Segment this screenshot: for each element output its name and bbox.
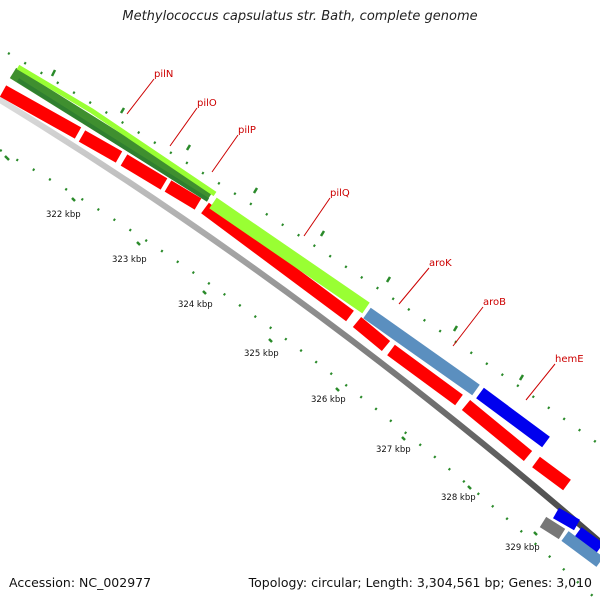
ruler-label-2: 324 kbp [178, 300, 213, 310]
outer-major-tick-2 [185, 144, 192, 151]
gene-label-aroB: aroB [483, 297, 506, 308]
cds-red-group [0, 85, 571, 491]
cds-feature [120, 154, 168, 190]
ruler-label-0: 322 kbp [46, 210, 81, 220]
outer-major-tick-5 [385, 276, 392, 283]
gene-label-pilQ: pilQ [330, 188, 350, 199]
pil-feature [16, 78, 210, 202]
aro-feature [363, 307, 480, 396]
cds-feature [387, 344, 463, 406]
outer-feature-group [9, 64, 600, 567]
hem-feature [476, 387, 550, 448]
leader-line-aroK [398, 267, 430, 305]
cds-feature [461, 399, 533, 462]
gene-label-hemE: hemE [555, 354, 584, 365]
ruler-label-7: 329 kbp [505, 543, 540, 553]
gene-label-pilO: pilO [197, 98, 217, 109]
ruler-label-6: 328 kbp [441, 493, 476, 503]
aro-feature [561, 531, 600, 567]
leader-line-aroB [452, 306, 484, 347]
outer-major-tick-7 [518, 374, 525, 381]
genome-backbone [0, 97, 600, 545]
gene-label-lines [126, 78, 556, 401]
outer-major-tick-1 [119, 107, 126, 114]
leader-line-pilO [169, 107, 198, 147]
outer-major-tick-3 [252, 187, 259, 194]
ruler-label-3: 325 kbp [244, 349, 279, 359]
outer-major-tick-4 [319, 230, 326, 237]
map-title: Methylococcus capsulatus str. Bath, comp… [122, 9, 478, 24]
pil-feature [16, 64, 217, 197]
leader-line-pilN [126, 78, 155, 115]
ruler-label-4: 326 kbp [311, 395, 346, 405]
leader-line-pilP [211, 134, 239, 173]
cds-feature [532, 456, 571, 491]
cds-feature [164, 180, 202, 210]
outer-major-tick-0 [50, 69, 57, 77]
outer-major-tick-6 [452, 325, 459, 332]
inner-dotted-ring [0, 148, 597, 600]
pil-feature [9, 67, 214, 202]
major-tick-8 [533, 531, 538, 536]
major-tick-0 [4, 155, 10, 161]
major-tick-4 [268, 338, 273, 343]
gene-label-pilP: pilP [238, 125, 256, 136]
cds-feature [0, 85, 82, 139]
cds-feature [352, 316, 391, 352]
blue-feature [553, 507, 580, 531]
cds-feature [201, 202, 354, 322]
major-tick-3 [202, 290, 207, 295]
outer-tick-group [50, 69, 525, 381]
major-tick-6 [401, 436, 406, 441]
gene-labels: pilN pilO pilP pilQ aroK aroB hemE [154, 69, 584, 365]
accession-label: Accession: NC_002977 [9, 575, 152, 590]
genome-summary-label: Topology: circular; Length: 3,304,561 bp… [248, 575, 592, 590]
ruler-label-group: 322 kbp 323 kbp 324 kbp 325 kbp 326 kbp 327 k… [46, 210, 540, 553]
gene-label-aroK: aroK [429, 258, 452, 269]
blue-feature [574, 527, 600, 553]
gene-label-pilN: pilN [154, 69, 173, 80]
cds-feature [78, 130, 123, 163]
major-tick-2 [136, 241, 141, 246]
ruler-label-5: 327 kbp [376, 445, 411, 455]
major-tick-1 [71, 197, 76, 202]
ruler-label-1: 323 kbp [112, 255, 147, 265]
pil-feature [209, 197, 370, 314]
major-tick-group [4, 155, 538, 536]
major-tick-7 [467, 485, 472, 490]
gray-feature [539, 516, 566, 540]
leader-line-pilQ [303, 197, 331, 237]
backbone-group [0, 97, 600, 545]
leader-line-hemE [525, 363, 556, 401]
major-tick-5 [335, 387, 340, 392]
